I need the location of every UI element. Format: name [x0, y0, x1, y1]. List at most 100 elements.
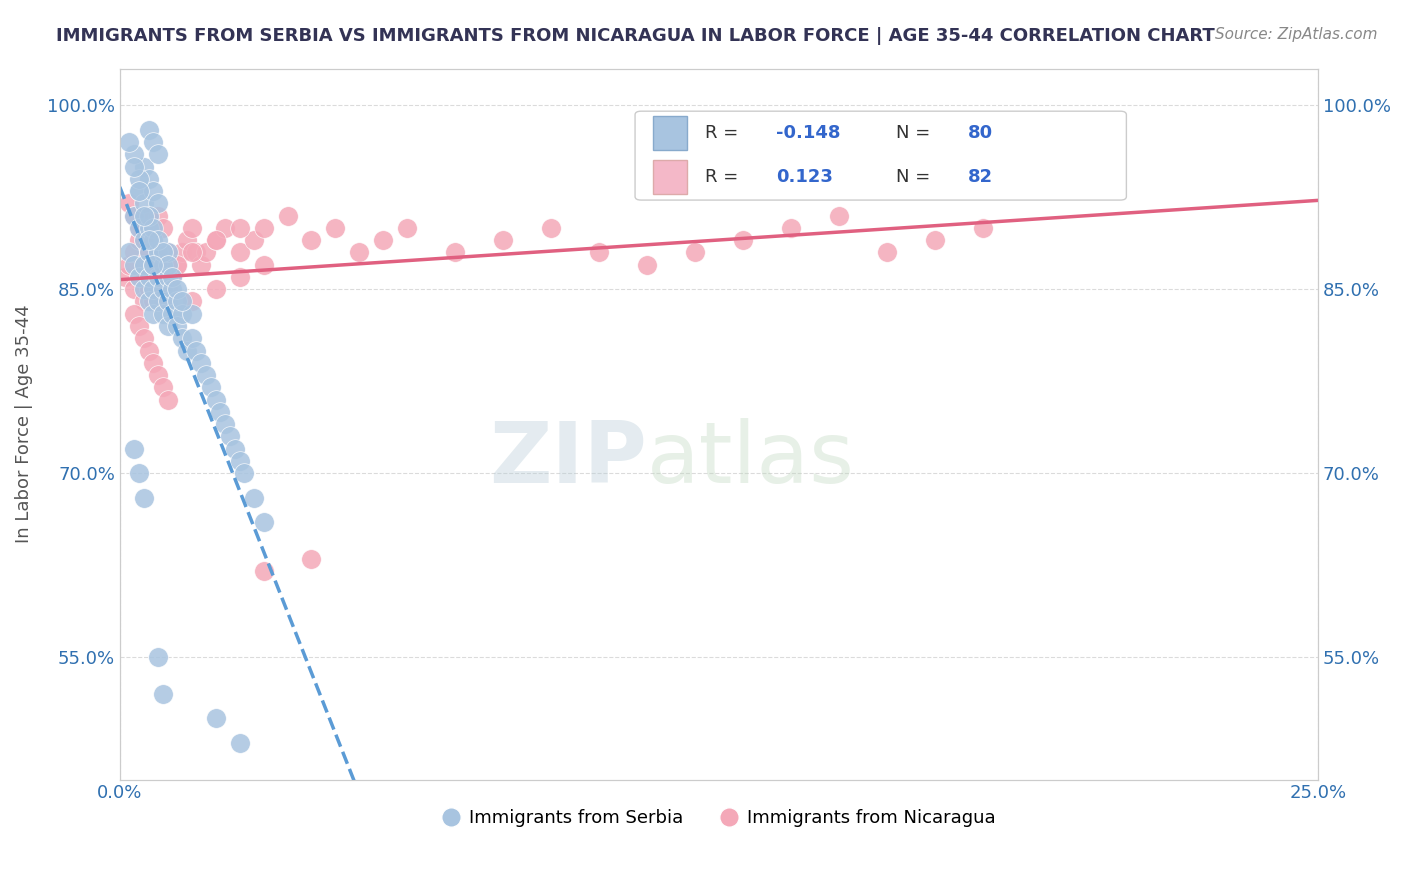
Point	[138, 209, 160, 223]
Point	[138, 269, 160, 284]
Point	[156, 269, 179, 284]
Point	[128, 184, 150, 198]
Point	[876, 245, 898, 260]
Point	[156, 318, 179, 333]
Point	[170, 331, 193, 345]
Point	[114, 269, 136, 284]
Point	[224, 442, 246, 456]
Point	[162, 269, 184, 284]
Point	[152, 258, 174, 272]
Point	[186, 245, 208, 260]
Point	[731, 233, 754, 247]
Point	[146, 368, 169, 382]
Bar	[652, 161, 686, 194]
Text: R =: R =	[704, 169, 744, 186]
Text: IMMIGRANTS FROM SERBIA VS IMMIGRANTS FROM NICARAGUA IN LABOR FORCE | AGE 35-44 C: IMMIGRANTS FROM SERBIA VS IMMIGRANTS FRO…	[56, 27, 1215, 45]
Point	[138, 343, 160, 358]
Point	[924, 233, 946, 247]
Point	[132, 233, 155, 247]
Point	[142, 356, 165, 370]
Point	[588, 245, 610, 260]
Point	[146, 233, 169, 247]
Point	[122, 258, 145, 272]
Point	[146, 282, 169, 296]
Point	[209, 405, 232, 419]
Point	[180, 294, 202, 309]
Point	[219, 429, 242, 443]
Text: N =: N =	[896, 124, 936, 142]
Point	[349, 245, 371, 260]
Point	[142, 307, 165, 321]
Point	[180, 307, 202, 321]
Point	[170, 294, 193, 309]
Point	[156, 245, 179, 260]
Point	[444, 245, 467, 260]
Point	[636, 258, 658, 272]
Point	[170, 307, 193, 321]
Point	[228, 245, 250, 260]
Point	[492, 233, 515, 247]
Point	[128, 172, 150, 186]
Point	[128, 269, 150, 284]
Point	[828, 209, 851, 223]
Point	[138, 123, 160, 137]
Point	[972, 220, 994, 235]
Point	[128, 269, 150, 284]
Point	[122, 209, 145, 223]
Point	[142, 220, 165, 235]
Point	[228, 736, 250, 750]
Point	[128, 233, 150, 247]
Point	[142, 135, 165, 149]
Point	[118, 135, 141, 149]
Point	[228, 269, 250, 284]
Text: ZIP: ZIP	[489, 418, 647, 501]
Point	[195, 368, 218, 382]
Point	[142, 258, 165, 272]
Point	[204, 282, 226, 296]
Point	[128, 318, 150, 333]
Text: N =: N =	[896, 169, 936, 186]
Point	[146, 245, 169, 260]
Text: -0.148: -0.148	[776, 124, 841, 142]
Point	[156, 392, 179, 407]
Point	[214, 417, 236, 431]
Point	[132, 282, 155, 296]
Point	[176, 343, 198, 358]
Point	[138, 294, 160, 309]
Point	[138, 245, 160, 260]
Point	[146, 294, 169, 309]
Point	[128, 184, 150, 198]
Point	[233, 466, 256, 480]
Point	[540, 220, 562, 235]
Legend: Immigrants from Serbia, Immigrants from Nicaragua: Immigrants from Serbia, Immigrants from …	[434, 802, 1002, 835]
Point	[162, 269, 184, 284]
Point	[190, 356, 212, 370]
Point	[146, 245, 169, 260]
Point	[118, 196, 141, 211]
Point	[301, 552, 323, 566]
Text: R =: R =	[704, 124, 744, 142]
Point	[162, 282, 184, 296]
Point	[156, 258, 179, 272]
Point	[122, 147, 145, 161]
Point	[132, 233, 155, 247]
Point	[142, 258, 165, 272]
Point	[252, 258, 274, 272]
Point	[373, 233, 395, 247]
Point	[122, 442, 145, 456]
Point	[152, 307, 174, 321]
Point	[138, 220, 160, 235]
Point	[156, 282, 179, 296]
Point	[132, 258, 155, 272]
Point	[156, 245, 179, 260]
Point	[122, 307, 145, 321]
Point	[180, 245, 202, 260]
Point	[228, 220, 250, 235]
Point	[138, 245, 160, 260]
Point	[243, 491, 266, 505]
Point	[186, 343, 208, 358]
Point	[152, 282, 174, 296]
Point	[1067, 160, 1090, 174]
Point	[166, 294, 188, 309]
Point	[142, 258, 165, 272]
